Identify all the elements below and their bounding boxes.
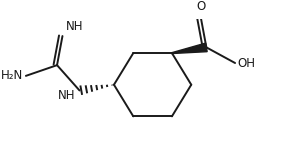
Text: O: O bbox=[196, 0, 206, 13]
Polygon shape bbox=[172, 43, 207, 54]
Text: NH: NH bbox=[58, 89, 76, 102]
Text: NH: NH bbox=[66, 20, 84, 33]
Text: H₂N: H₂N bbox=[1, 69, 23, 82]
Text: OH: OH bbox=[238, 57, 256, 70]
